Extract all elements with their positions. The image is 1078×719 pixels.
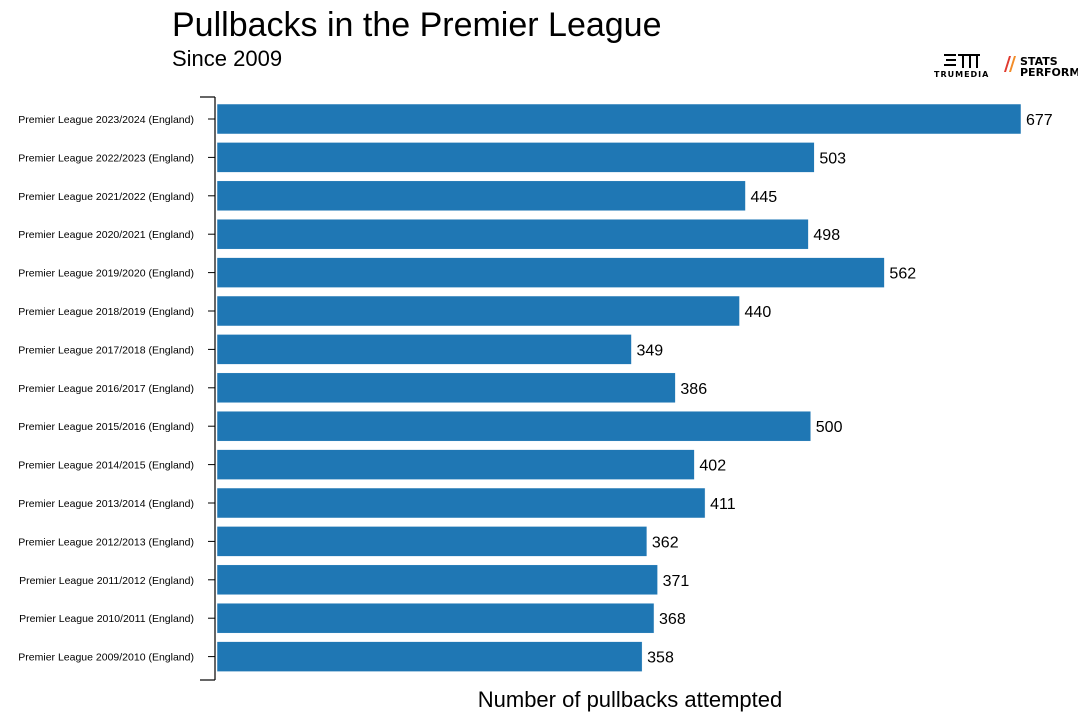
bar: [216, 218, 809, 250]
bar-value-label: 440: [745, 304, 772, 321]
stats-perform-line1: STATS: [1020, 55, 1058, 68]
y-tick-labels: Premier League 2023/2024 (England) Premie…: [18, 114, 194, 664]
y-tick-label: Premier League 2023/2024 (England): [18, 114, 194, 126]
logos: TRUMEDIA STATS PERFORM: [930, 52, 1078, 82]
y-tick-label: Premier League 2018/2019 (England): [18, 306, 194, 318]
x-axis-label: Number of pullbacks attempted: [477, 687, 783, 712]
bar-value-label: 411: [710, 496, 736, 513]
bar: [216, 449, 695, 480]
bar: [216, 257, 885, 288]
stats-perform-logo-icon: [1004, 56, 1016, 72]
y-tick-label: Premier League 2012/2013 (England): [18, 536, 194, 548]
bar-value-label: 445: [750, 189, 777, 206]
bar: [216, 602, 655, 634]
y-tick-label: Premier League 2022/2023 (England): [18, 152, 194, 164]
bar: [216, 334, 632, 365]
y-tick-label: Premier League 2015/2016 (England): [18, 421, 194, 433]
bar: [216, 410, 812, 442]
y-tick-label: Premier League 2016/2017 (England): [18, 383, 194, 395]
chart-subtitle: Since 2009: [172, 46, 283, 71]
value-labels: 677 503 445 498 562 440 349 386 500 402 411 362 371 3…: [636, 112, 1052, 667]
bar: [216, 641, 643, 672]
bar-value-label: 349: [636, 342, 663, 359]
bar-value-label: 562: [889, 266, 916, 283]
bar: [216, 142, 815, 173]
bar-value-label: 498: [813, 227, 840, 244]
bars: [216, 103, 1022, 672]
bar: [216, 180, 746, 212]
chart-title: Pullbacks in the Premier League: [172, 6, 662, 44]
bar-value-label: 386: [680, 381, 707, 398]
y-tick-label: Premier League 2011/2012 (England): [19, 575, 194, 587]
y-tick-label: Premier League 2014/2015 (England): [18, 460, 194, 472]
stats-perform-line2: PERFORM: [1020, 66, 1078, 79]
trumedia-logo-icon: [944, 54, 980, 68]
y-tick-label: Premier League 2009/2010 (England): [18, 652, 194, 664]
y-tick-label: Premier League 2020/2021 (England): [18, 229, 194, 241]
stats-perform-logo-text: STATS PERFORM: [1020, 56, 1078, 78]
bar: [216, 295, 740, 327]
bar-value-label: 677: [1026, 112, 1053, 129]
bar-value-label: 362: [652, 534, 679, 551]
y-tick-label: Premier League 2019/2020 (England): [18, 268, 194, 280]
y-tick-label: Premier League 2010/2011 (England): [19, 613, 194, 625]
bar-value-label: 358: [647, 650, 674, 667]
trumedia-logo-text: TRUMEDIA: [934, 70, 990, 79]
y-axis: [200, 96, 216, 681]
bar: [216, 103, 1022, 135]
bar-value-label: 368: [659, 611, 686, 628]
bar-value-label: 503: [819, 150, 846, 167]
bar: [216, 487, 706, 519]
bar-value-label: 402: [699, 458, 726, 475]
bar: [216, 372, 676, 404]
bar-value-label: 500: [816, 419, 843, 436]
bar-value-label: 371: [663, 573, 690, 590]
y-tick-label: Premier League 2013/2014 (England): [18, 498, 194, 510]
y-tick-label: Premier League 2017/2018 (England): [18, 344, 194, 356]
y-tick-label: Premier League 2021/2022 (England): [18, 191, 194, 203]
bar: [216, 526, 648, 557]
bar: [216, 564, 658, 596]
